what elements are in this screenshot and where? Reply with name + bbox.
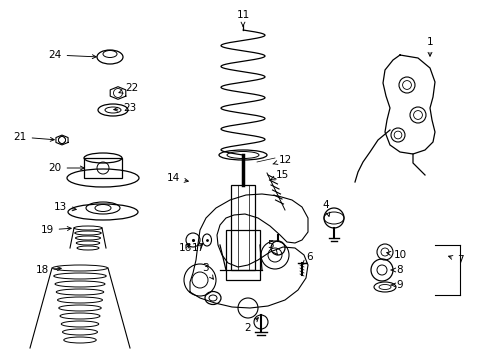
Text: 18: 18 [35,265,61,275]
Text: 8: 8 [390,265,403,275]
Bar [225,230,260,280]
Text: 19: 19 [41,225,71,235]
Text: 4: 4 [322,200,329,216]
Text: 16: 16 [178,243,191,253]
Text: 12: 12 [272,155,291,165]
Text: 5: 5 [266,240,277,255]
Text: 15: 15 [269,170,288,180]
Bar [230,185,254,270]
Text: 9: 9 [390,280,403,290]
Text: 22: 22 [119,83,138,93]
Text: 10: 10 [386,250,406,260]
Text: 7: 7 [447,255,462,265]
Text: 14: 14 [166,173,188,183]
Text: 3: 3 [201,263,213,279]
Text: 2: 2 [244,318,258,333]
Text: 1: 1 [426,37,432,56]
Text: 20: 20 [48,163,84,173]
Text: 6: 6 [302,252,313,264]
Text: 13: 13 [53,202,76,212]
Text: 24: 24 [48,50,96,60]
Text: 17: 17 [191,243,204,253]
Text: 11: 11 [236,10,249,26]
Text: 23: 23 [114,103,136,113]
Bar [84,158,122,178]
Text: 21: 21 [13,132,54,142]
